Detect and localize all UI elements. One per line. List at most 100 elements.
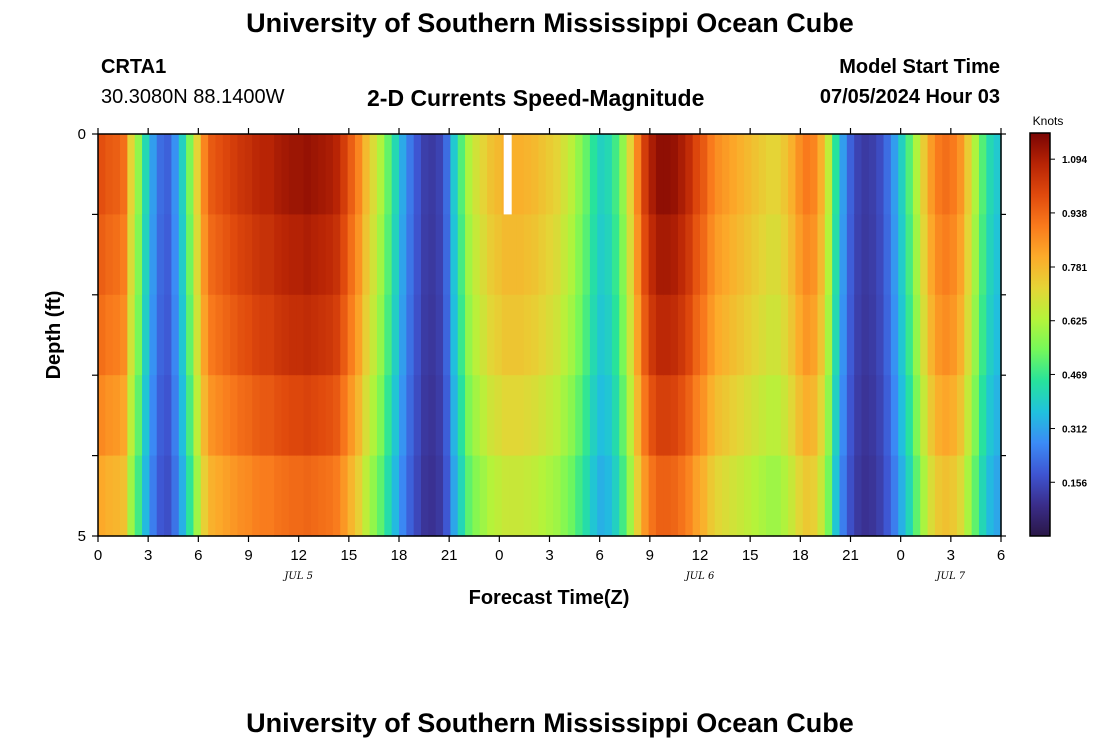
- heatmap-cell: [501, 455, 510, 537]
- heatmap-cell: [230, 375, 239, 457]
- heatmap-cell: [354, 214, 363, 296]
- heatmap-cell: [112, 214, 121, 296]
- heatmap-cell: [369, 375, 378, 457]
- heatmap-cell: [890, 455, 899, 537]
- heatmap-cell: [296, 455, 305, 537]
- heatmap-cell: [127, 134, 136, 215]
- colorbar-tick-label: 1.094: [1062, 155, 1087, 166]
- heatmap-cell: [883, 214, 892, 296]
- heatmap-cell: [707, 375, 716, 457]
- heatmap-cell: [142, 134, 150, 215]
- heatmap-cell: [986, 214, 995, 296]
- heatmap-cell: [421, 294, 429, 376]
- heatmap-cell: [186, 214, 195, 296]
- heatmap-cell: [509, 375, 518, 457]
- heatmap-cell: [120, 294, 128, 376]
- heatmap-cell: [604, 294, 613, 376]
- heatmap-cell: [332, 134, 341, 215]
- heatmap-cell: [920, 375, 929, 457]
- heatmap-cell: [200, 214, 209, 296]
- heatmap-cell: [222, 294, 231, 376]
- heatmap-cell: [773, 455, 782, 537]
- heatmap-cell: [707, 214, 716, 296]
- heatmap-cell: [810, 455, 819, 537]
- heatmap-cell: [472, 294, 481, 376]
- heatmap-cell: [112, 134, 121, 215]
- heatmap-cell: [443, 375, 451, 457]
- page-title-bottom: University of Southern Mississippi Ocean…: [246, 708, 854, 738]
- heatmap-cell: [927, 294, 936, 376]
- heatmap-cell: [362, 375, 371, 457]
- heatmap-cell: [905, 375, 914, 457]
- heatmap-cell: [934, 294, 943, 376]
- heatmap-cell: [751, 294, 760, 376]
- heatmap-cell: [98, 294, 106, 376]
- heatmap-cell: [788, 294, 797, 376]
- heatmap-cell: [744, 375, 752, 457]
- heatmap-cell: [655, 214, 664, 296]
- heatmap-cell: [479, 214, 488, 296]
- heatmap-cell: [193, 294, 202, 376]
- heatmap-cell: [729, 294, 738, 376]
- heatmap-cell: [421, 455, 429, 537]
- heatmap-cell: [487, 214, 496, 296]
- heatmap-cell: [428, 214, 437, 296]
- x-tick-label: 9: [646, 547, 654, 564]
- y-tick-label: 0: [78, 126, 86, 143]
- heatmap-cell: [655, 134, 664, 215]
- heatmap-cell: [751, 455, 760, 537]
- heatmap-cell: [964, 455, 973, 537]
- heatmap-cell: [443, 214, 451, 296]
- heatmap-cell: [780, 134, 789, 215]
- heatmap-cell: [479, 134, 488, 215]
- model-start-label: Model Start Time: [839, 56, 1000, 78]
- heatmap-cell: [773, 375, 782, 457]
- heatmap-cell: [861, 134, 870, 215]
- heatmap-cell: [149, 214, 158, 296]
- heatmap-cell: [883, 294, 892, 376]
- heatmap-cell: [670, 214, 679, 296]
- heatmap-cell: [347, 294, 356, 376]
- heatmap-cell: [252, 375, 261, 457]
- heatmap-cell: [905, 214, 914, 296]
- heatmap-cell: [898, 375, 907, 457]
- heatmap-cell: [443, 134, 451, 215]
- heatmap-cell: [303, 294, 312, 376]
- heatmap-cell: [707, 134, 716, 215]
- heatmap-cell: [362, 134, 371, 215]
- heatmap-cell: [692, 294, 701, 376]
- heatmap-cell: [230, 134, 239, 215]
- heatmap-cell: [325, 375, 334, 457]
- heatmap-cell: [604, 214, 613, 296]
- heatmap-cell: [281, 294, 290, 376]
- heatmap-cell: [244, 455, 253, 537]
- heatmap-cell: [193, 375, 202, 457]
- heatmap-cell: [465, 455, 474, 537]
- heatmap-cell: [956, 375, 965, 457]
- heatmap-cell: [633, 375, 642, 457]
- colorbar-tick-label: 0.156: [1062, 478, 1087, 489]
- heatmap-cell: [993, 134, 1002, 215]
- heatmap-cell: [971, 214, 980, 296]
- heatmap-cell: [164, 214, 173, 296]
- heatmap-cell: [171, 294, 180, 376]
- heatmap-cell: [156, 375, 165, 457]
- heatmap-cell: [670, 455, 679, 537]
- heatmap-cell: [949, 294, 958, 376]
- heatmap-cell: [626, 294, 635, 376]
- heatmap-cell: [98, 134, 106, 215]
- heatmap-cell: [964, 134, 973, 215]
- heatmap-cell: [560, 375, 569, 457]
- heatmap-cell: [854, 294, 863, 376]
- heatmap-cell: [472, 375, 481, 457]
- heatmap-cell: [978, 455, 987, 537]
- heatmap-cell: [208, 134, 217, 215]
- heatmap-cell: [531, 214, 540, 296]
- heatmap-cell: [677, 214, 686, 296]
- heatmap-cell: [773, 134, 782, 215]
- heatmap-cell: [208, 455, 217, 537]
- colorbar-tick-label: 0.469: [1062, 370, 1087, 381]
- heatmap-cell: [134, 214, 143, 296]
- heatmap-cell: [993, 294, 1002, 376]
- heatmap-cell: [487, 134, 496, 215]
